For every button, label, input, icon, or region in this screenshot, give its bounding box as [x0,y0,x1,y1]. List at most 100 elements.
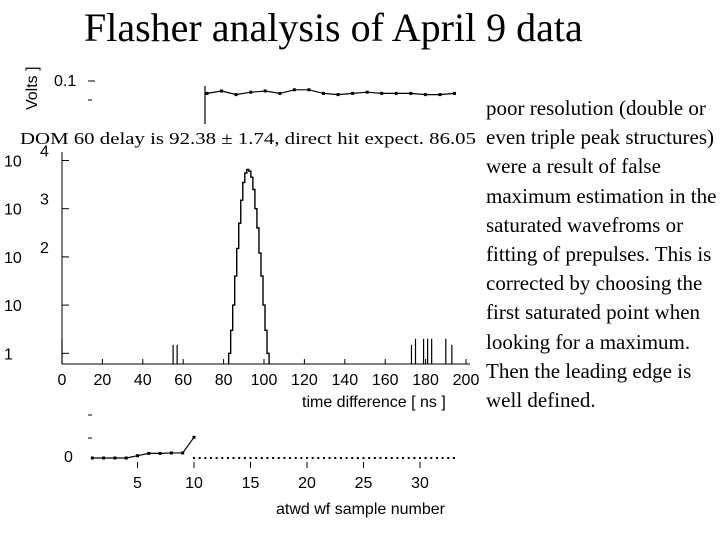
bottom-data-point [192,435,196,439]
bottom-data-point [102,456,106,460]
baseline-dot [385,457,388,459]
bottom-data-point [90,456,94,460]
histogram-x-tick-label: 0 [58,372,67,389]
baseline-dot [419,457,421,459]
baseline-dot [407,457,410,459]
top-data-point [220,89,224,93]
bottom-data-point [113,456,117,460]
baseline-dot [289,457,292,459]
bottom-data-point [181,451,185,455]
baseline-dot [413,457,416,459]
bottom-data-point [158,451,162,455]
baseline-dot [198,457,201,459]
histogram-y-ticks: 1 10 10 2 10 3 10 4 [4,143,69,363]
histogram-x-tick-label: 40 [134,372,152,389]
histogram-x-tick-label: 200 [453,372,480,389]
baseline-dot [351,457,354,459]
baseline-dot [402,457,405,459]
baseline-dot [238,457,241,459]
top-panel: Volts ] 0.1 [24,66,457,124]
baseline-dot [300,457,303,459]
top-data-point [234,93,238,97]
histogram-x-tick-label: 160 [372,372,399,389]
histogram-x-tick-label: 100 [251,372,278,389]
baseline-dot [294,457,297,459]
top-y-axis-label: Volts ] [24,66,41,110]
baseline-dot [441,457,444,459]
histogram-y-tick-exponent: 3 [40,192,49,209]
baseline-dot [260,457,263,459]
baseline-dot [232,457,235,459]
baseline-dot [215,457,218,459]
caption-text: poor resolution (double or even triple p… [486,96,717,413]
histogram-y-tick-exponent: 4 [40,143,49,160]
baseline-dot [390,457,393,459]
baseline-dot [204,457,207,459]
top-data-point [321,91,325,95]
top-data-point [336,93,340,97]
baseline-dot [373,457,376,459]
baseline-dot [255,457,258,459]
baseline-dot [379,457,382,459]
bottom-waveform-series [90,435,196,460]
bottom-x-tick-label: 25 [355,475,373,492]
top-data-point [365,90,369,94]
histogram-y-tick-label: 10 [4,250,22,267]
bottom-x-tick-label: 30 [411,475,429,492]
bottom-x-tick-label: 15 [242,475,260,492]
bottom-baseline-dots [193,457,455,459]
baseline-dot [243,457,246,459]
histogram-x-tick-label: 140 [331,372,358,389]
histogram-peak [227,168,270,364]
baseline-dot [356,457,359,459]
bottom-x-tick-label: 10 [185,475,203,492]
bottom-data-point [147,451,151,455]
baseline-dot [322,457,325,459]
histogram-x-ticks: 0 20 40 60 80 100 120 140 160 180 200 [58,359,480,389]
slide-title: Flasher analysis of April 9 data [84,5,583,50]
histogram-x-tick-label: 180 [412,372,439,389]
baseline-dot [277,457,280,459]
baseline-dot [328,457,331,459]
bottom-data-point [124,456,128,460]
histogram-x-tick-label: 120 [291,372,318,389]
histogram-x-tick-label: 80 [215,372,233,389]
baseline-dot [266,457,269,459]
baseline-dot [430,457,433,459]
top-waveform-series [205,88,457,97]
baseline-dot [283,457,286,459]
histogram-panel: DOM 60 delay is 92.38 ± 1.74, direct hit… [4,129,479,411]
bottom-x-tick-label: 5 [133,475,142,492]
top-data-point [351,91,355,95]
top-y-tick-label: 0.1 [54,73,76,90]
top-data-point [205,91,209,95]
top-data-point [249,90,253,94]
baseline-dot [345,457,348,459]
top-data-point [292,88,296,92]
baseline-dot [396,457,399,459]
baseline-dot [226,457,229,459]
baseline-dot [317,457,320,459]
histogram-y-tick-label: 10 [4,153,22,170]
top-data-point [423,93,427,97]
baseline-dot [272,457,275,459]
baseline-dot [424,457,427,459]
bottom-series-line [92,436,195,459]
histogram-y-tick-label: 10 [4,202,22,219]
bottom-data-point [136,454,139,458]
baseline-dot [193,457,195,459]
baseline-dot [362,457,365,459]
bottom-x-tick-label: 20 [298,475,316,492]
bottom-panel: 0 5 10 15 20 25 30 atwd wf sample number [64,414,455,518]
histogram-y-tick-exponent: 2 [40,240,49,257]
histogram-x-tick-label: 60 [174,372,192,389]
top-series-line [206,89,455,96]
histogram-bars [61,168,453,364]
bottom-x-axis-label: atwd wf sample number [276,501,446,518]
top-data-point [453,91,457,95]
baseline-dot [221,457,224,459]
baseline-dot [339,457,342,459]
baseline-dot [334,457,337,459]
baseline-dot [311,457,314,459]
